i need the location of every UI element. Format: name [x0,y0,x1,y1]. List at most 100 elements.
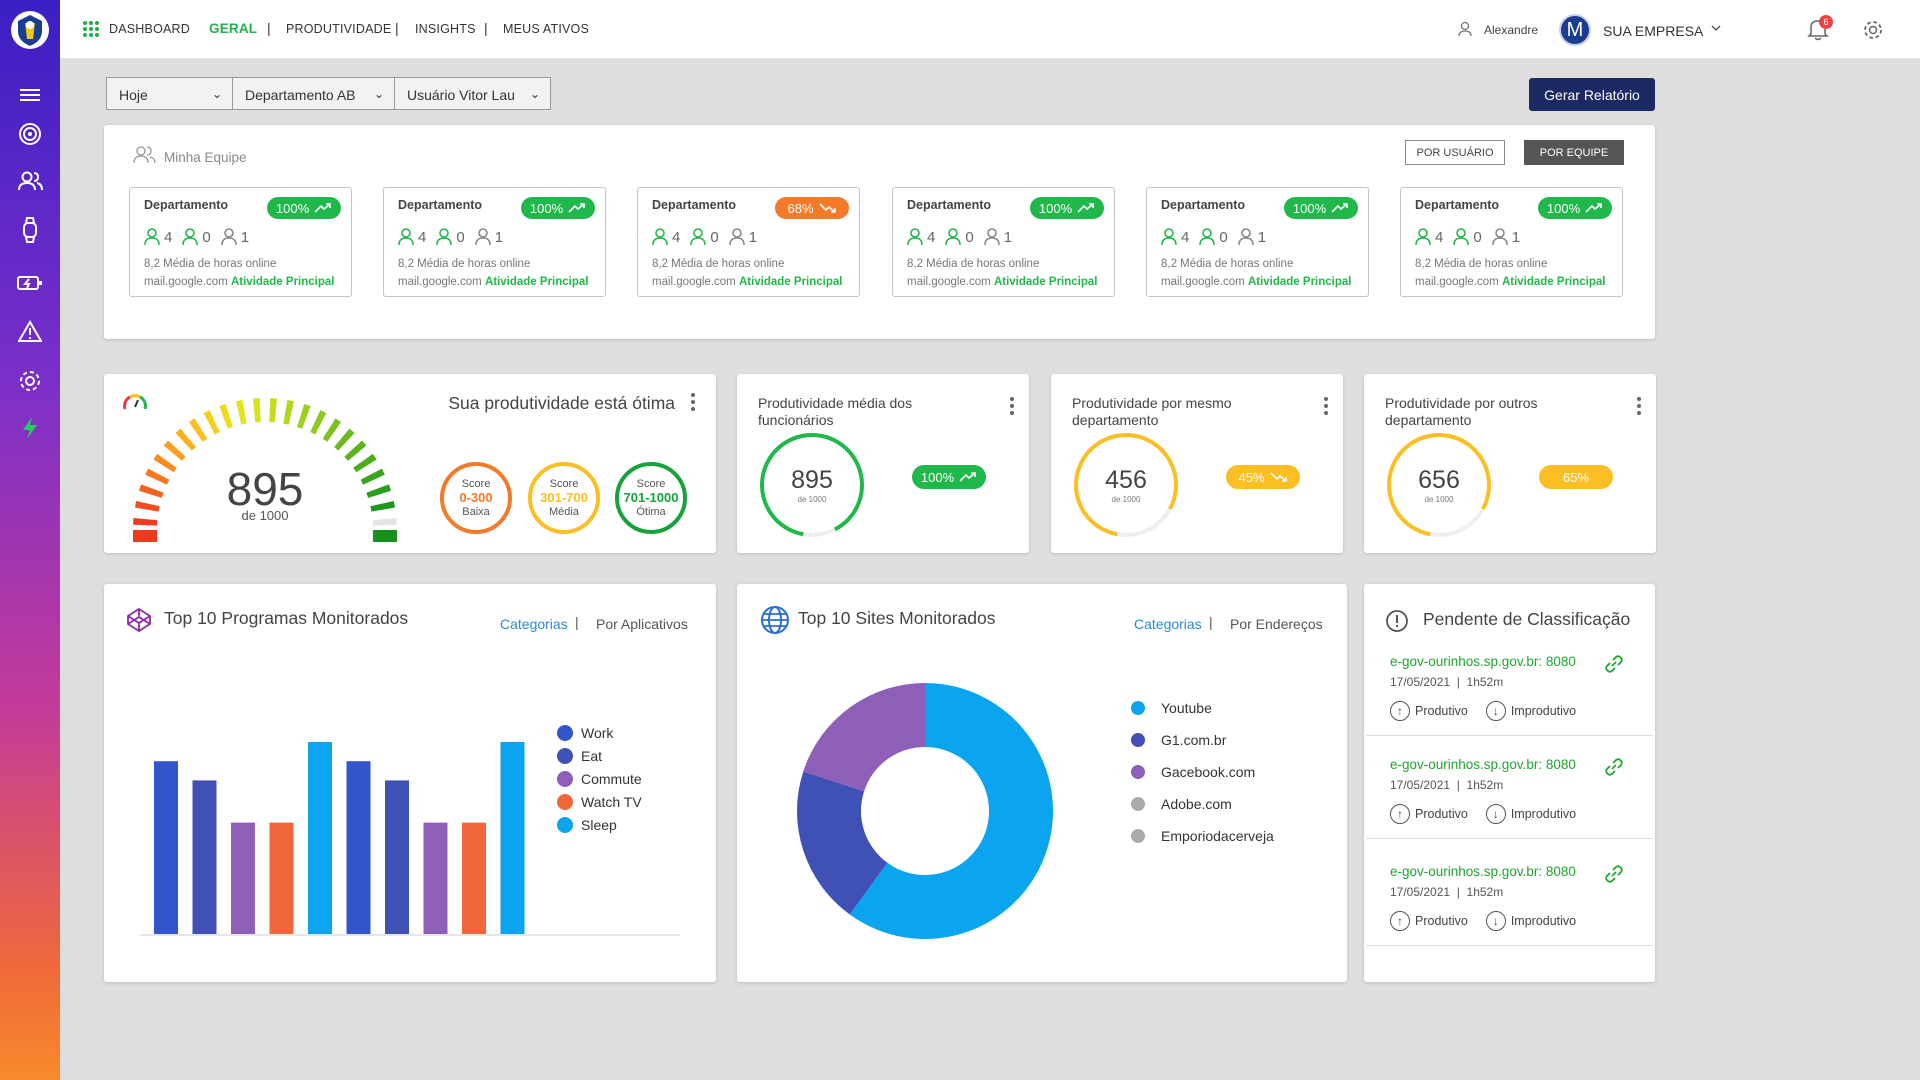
chevron-down-icon[interactable] [1711,25,1721,33]
more-options-icon[interactable] [690,393,696,414]
score-range-badge: Score 301-700 Média [528,462,600,534]
donut-legend-item[interactable]: Youtube [1131,700,1212,716]
team-icon [133,146,156,164]
pending-url[interactable]: e-gov-ourinhos.sp.gov.br: 8080 [1390,757,1576,772]
bar-legend-item[interactable]: Eat [557,748,602,764]
programs-tab-apps[interactable]: Por Aplicativos [596,616,688,632]
nav-geral[interactable]: GERAL [209,21,258,36]
company-name[interactable]: SUA EMPRESA [1603,23,1704,39]
department-select[interactable]: Departamento AB ⌄ [232,77,395,110]
menu-icon[interactable] [15,80,45,110]
mark-unproductive-button[interactable]: ↓ Improdutivo [1485,701,1576,721]
watch-icon[interactable] [15,215,45,245]
more-options-icon[interactable] [1636,397,1642,418]
divider [1366,735,1653,736]
productivity-gauge [133,398,397,542]
department-pct-badge: 100% [267,197,341,219]
generate-report-button[interactable]: Gerar Relatório [1529,78,1655,111]
donut-legend-item[interactable]: G1.com.br [1131,732,1226,748]
bar-legend-item[interactable]: Work [557,725,613,741]
person-online-icon [1415,228,1431,246]
user-select[interactable]: Usuário Vitor Lau ⌄ [394,77,551,110]
company-avatar[interactable]: M [1559,14,1591,46]
gauge-segment [219,403,233,429]
person-idle-icon [945,228,962,246]
logo-icon[interactable] [11,11,49,49]
sites-tab-addresses[interactable]: Por Endereços [1230,616,1323,632]
user-name[interactable]: Alexandre [1484,23,1539,37]
count-offline: 1 [1511,228,1521,246]
kpi-ring [1074,433,1178,537]
arrow-up-icon: ↑ [1390,911,1410,931]
by-team-toggle[interactable]: POR EQUIPE [1524,140,1624,165]
department-card[interactable]: Departamento 100% 4 0 1 8,2 Média de horas on… [129,187,352,297]
count-idle: 0 [1473,228,1482,246]
department-name: Departamento [1415,198,1500,212]
person-inactive-icon [1491,228,1508,246]
bar-5 [308,742,332,934]
programs-tab-categories[interactable]: Categorias [500,616,568,632]
nav-separator: | [395,20,399,36]
more-options-icon[interactable] [1323,397,1329,418]
link-icon[interactable] [1604,654,1624,674]
count-offline: 1 [748,228,758,246]
mark-productive-button[interactable]: ↑ Produtivo [1390,804,1468,824]
legend-swatch [557,817,573,833]
department-hours: 8,2 Média de horas online [1415,258,1548,270]
mark-productive-button[interactable]: ↑ Produtivo [1390,701,1468,721]
department-card[interactable]: Departamento 100% 4 0 1 8,2 Média de horas on… [1146,187,1369,297]
period-select[interactable]: Hoje ⌄ [106,77,233,110]
pending-date: 17/05/2021 | 1h52m [1390,778,1504,792]
legend-swatch [1131,765,1145,779]
pending-card [1364,584,1655,982]
person-idle-icon [1453,228,1470,246]
divider [1366,945,1653,946]
battery-charge-icon[interactable] [15,268,45,298]
gauge-segment [366,484,392,498]
donut-legend-item[interactable]: Adobe.com [1131,796,1232,812]
kpi-ring [760,433,864,537]
pending-url[interactable]: e-gov-ourinhos.sp.gov.br: 8080 [1390,654,1576,669]
nav-meus-ativos[interactable]: MEUS ATIVOS [503,22,590,36]
bar-2 [192,780,217,934]
mark-productive-button[interactable]: ↑ Produtivo [1390,911,1468,931]
donut-slice-Gacebook.com [803,683,925,792]
users-icon[interactable] [15,166,45,196]
donut-legend-item[interactable]: Emporiodacerveja [1131,828,1274,844]
department-card[interactable]: Departamento 100% 4 0 1 8,2 Média de horas on… [1400,187,1623,297]
bar-legend-item[interactable]: Sleep [557,817,617,833]
settings-icon[interactable] [15,366,45,396]
lightning-icon[interactable] [15,413,45,443]
mark-unproductive-button[interactable]: ↓ Improdutivo [1485,911,1576,931]
department-pct-badge: 100% [521,197,595,219]
score-range-badge: Score 701-1000 Ótima [615,462,687,534]
legend-swatch [1131,797,1145,811]
apps-grid-icon[interactable] [83,21,99,37]
department-pct-badge: 100% [1284,197,1358,219]
gauge-segment [188,418,208,442]
warning-icon[interactable] [15,316,45,346]
donut-slice-G1.com.br [797,771,888,915]
gear-icon[interactable] [1862,19,1884,41]
pending-url[interactable]: e-gov-ourinhos.sp.gov.br: 8080 [1390,864,1576,879]
department-card[interactable]: Departamento 100% 4 0 1 8,2 Média de horas on… [383,187,606,297]
bar-legend-item[interactable]: Commute [557,771,642,787]
by-user-toggle[interactable]: POR USUÁRIO [1405,140,1505,165]
more-options-icon[interactable] [1009,397,1015,418]
department-card[interactable]: Departamento 68% 4 0 1 8,2 Média de horas onl… [637,187,860,297]
person-idle-icon [182,228,199,246]
nav-produtividade[interactable]: PRODUTIVIDADE [286,22,392,36]
donut-legend-item[interactable]: Gacebook.com [1131,764,1255,780]
target-icon[interactable] [15,119,45,149]
link-icon[interactable] [1604,757,1624,777]
department-card[interactable]: Departamento 100% 4 0 1 8,2 Média de horas on… [892,187,1115,297]
nav-insights[interactable]: INSIGHTS [415,22,476,36]
link-icon[interactable] [1604,864,1624,884]
department-name: Departamento [398,198,483,212]
user-icon [1458,21,1472,37]
bar-legend-item[interactable]: Watch TV [557,794,642,810]
mark-unproductive-button[interactable]: ↓ Improdutivo [1485,804,1576,824]
bar-8 [423,822,448,934]
sites-tab-categories[interactable]: Categorias [1134,616,1202,632]
nav-dashboard[interactable]: DASHBOARD [109,22,190,36]
